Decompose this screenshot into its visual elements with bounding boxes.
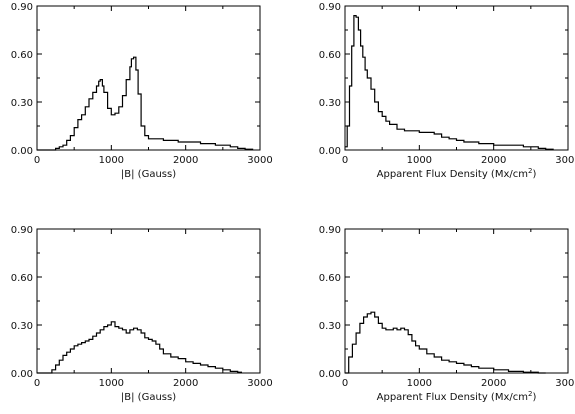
chart-panel-1: 0 1000 2000 3000 0.00 0.30 0.60 0.90 |B| (Gauss) — [11, 2, 273, 180]
y-tick-label: 0.60 — [11, 273, 33, 284]
x-tick-label: 3000 — [555, 155, 575, 166]
y-tick-label: 0.30 — [319, 321, 341, 332]
x-tick-label: 2000 — [481, 155, 506, 166]
histogram-series-line — [37, 321, 242, 374]
plot-frame — [344, 5, 569, 151]
x-axis-label: Apparent Flux Density (Mx/cm2) — [377, 390, 537, 403]
x-tick-label: 3000 — [555, 378, 575, 389]
x-axis-label: |B| (Gauss) — [121, 392, 176, 403]
x-axis-label-end: ) — [532, 392, 536, 403]
x-tick-label: 1000 — [99, 378, 124, 389]
x-tick-label: 2000 — [481, 378, 506, 389]
chart-panel-3: 0 1000 2000 3000 0.00 0.30 0.60 0.90 |B| (Gauss) — [11, 225, 273, 403]
x-axis-label-superscript: 2 — [528, 167, 532, 175]
x-tick-label: 3000 — [247, 155, 272, 166]
y-tick-label: 0.90 — [11, 2, 33, 13]
plot-frame — [344, 228, 569, 374]
y-tick-label: 0.90 — [11, 225, 33, 236]
y-tick-label: 0.00 — [11, 369, 33, 380]
x-tick-label: 0 — [34, 155, 40, 166]
y-tick-label: 0.00 — [11, 146, 33, 157]
y-tick-label: 0.00 — [319, 146, 341, 157]
y-tick-label: 0.30 — [319, 98, 341, 109]
x-tick-label: 1000 — [99, 155, 124, 166]
y-tick-label: 0.00 — [319, 369, 341, 380]
histogram-series-line — [37, 56, 254, 151]
y-tick-label: 0.90 — [319, 225, 341, 236]
x-tick-label: 0 — [342, 155, 348, 166]
x-tick-label: 2000 — [173, 378, 198, 389]
histogram-series-line — [345, 311, 546, 374]
x-axis-label-end: ) — [532, 169, 536, 180]
x-tick-label: 0 — [342, 378, 348, 389]
plot-frame — [36, 5, 261, 151]
x-tick-label: 1000 — [407, 378, 432, 389]
y-tick-label: 0.30 — [11, 321, 33, 332]
y-tick-label: 0.90 — [319, 2, 341, 13]
x-tick-label: 2000 — [173, 155, 198, 166]
x-tick-label: 3000 — [247, 378, 272, 389]
x-axis-label: |B| (Gauss) — [121, 169, 176, 180]
y-tick-label: 0.60 — [11, 50, 33, 61]
y-tick-label: 0.30 — [11, 98, 33, 109]
x-axis-label-superscript: 2 — [528, 390, 532, 398]
chart-panel-2: 0 1000 2000 3000 0.00 0.30 0.60 0.90 Apparent Fl… — [319, 2, 575, 180]
y-tick-label: 0.60 — [319, 273, 341, 284]
x-tick-label: 1000 — [407, 155, 432, 166]
chart-panel-4: 0 1000 2000 3000 0.00 0.30 0.60 0.90 Apparent Fl… — [319, 225, 575, 403]
x-tick-label: 0 — [34, 378, 40, 389]
x-axis-label: Apparent Flux Density (Mx/cm2) — [377, 167, 537, 180]
histogram-series-line — [345, 15, 554, 150]
y-tick-label: 0.60 — [319, 50, 341, 61]
